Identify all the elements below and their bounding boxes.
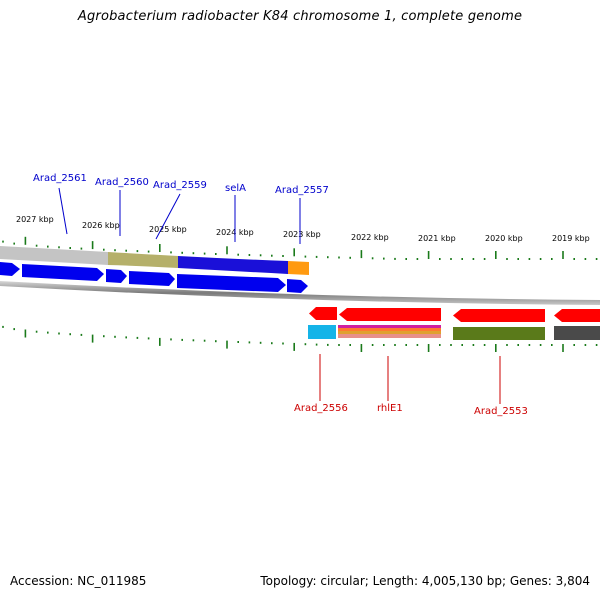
inner-gene-band (308, 325, 600, 340)
gene-arrow (287, 279, 308, 293)
gene-arrow (554, 309, 600, 322)
gene-label: Arad_2561 (33, 173, 87, 184)
bottom-leaders (319, 354, 501, 404)
gene-arrow (309, 307, 337, 320)
scale-label: 2027 kbp (16, 215, 54, 224)
scale-label: 2022 kbp (351, 233, 389, 242)
outer-gene-band (0, 246, 309, 275)
scale-labels: 2027 kbp 2026 kbp 2025 kbp 2024 kbp 2023… (16, 215, 590, 243)
gene-arrow (453, 309, 545, 322)
scale-label: 2025 kbp (149, 225, 187, 234)
scale-label: 2021 kbp (418, 234, 456, 243)
top-leaders (58, 187, 301, 244)
scale-ticks-top (2, 236, 598, 260)
scale-label: 2019 kbp (552, 234, 590, 243)
forward-gene-arrows[interactable] (0, 262, 308, 293)
gene-label: selA (225, 183, 246, 194)
map-title: Agrobacterium radiobacter K84 chromosome… (77, 9, 523, 24)
scale-ticks-bottom (2, 325, 598, 352)
accession-text: Accession: NC_011985 (10, 574, 147, 588)
gene-arrow (339, 308, 441, 321)
gene-labels-bottom: Arad_2556 rhlE1 Arad_2553 (294, 403, 528, 417)
gene-label: Arad_2553 (474, 406, 528, 417)
gene-label: rhlE1 (377, 403, 403, 414)
scale-label: 2023 kbp (283, 230, 321, 239)
gene-label: Arad_2557 (275, 185, 329, 196)
gene-label: Arad_2559 (153, 180, 207, 191)
scale-label: 2026 kbp (82, 221, 120, 230)
gene-arrow (106, 269, 127, 283)
reverse-gene-arrows[interactable] (309, 307, 600, 322)
gene-label: Arad_2560 (95, 177, 149, 188)
gene-labels-top: Arad_2561 Arad_2560 Arad_2559 selA Arad_… (33, 173, 329, 196)
gene-arrow (129, 271, 175, 286)
gene-arrow (0, 262, 20, 276)
genome-backbone (0, 281, 600, 305)
gene-arrow (22, 264, 104, 281)
gene-arrow (177, 274, 286, 292)
gene-label: Arad_2556 (294, 403, 348, 414)
genome-summary-text: Topology: circular; Length: 4,005,130 bp… (260, 574, 590, 588)
scale-label: 2020 kbp (485, 234, 523, 243)
